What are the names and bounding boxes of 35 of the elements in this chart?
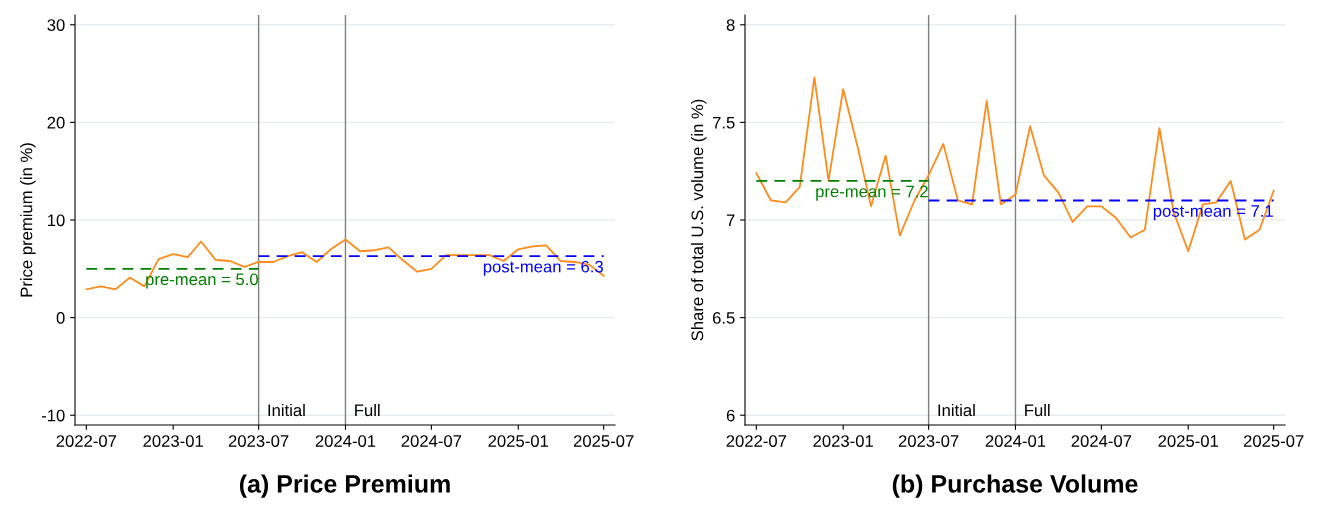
y-tick-label: 20 <box>47 116 65 129</box>
x-tick-label: 2023-07 <box>898 435 959 447</box>
y-tick-label: 6 <box>726 409 735 422</box>
x-tick-label: 2024-07 <box>401 435 462 447</box>
y-tick-label: 10 <box>48 214 65 227</box>
y-axis-title: Share of total U.S. volume (in %) <box>691 99 707 341</box>
y-tick-label: 0 <box>56 312 65 324</box>
series-label: pre-mean = 5.0 <box>146 273 258 289</box>
y-tick-label: 8 <box>726 19 735 31</box>
text: (a) Price Premium <box>239 474 450 498</box>
ref-line-label: Full <box>1025 403 1050 417</box>
x-tick-label: 2023-01 <box>143 435 203 447</box>
y-tick-label: 7.5 <box>712 116 735 129</box>
y-axis-title: Price premium (in %) <box>20 143 36 297</box>
ref-line-label: Full <box>355 403 380 417</box>
x-tick-label: 2024-01 <box>315 435 376 447</box>
x-tick-label: 2025-01 <box>488 435 549 447</box>
x-tick-label: 2022-07 <box>56 435 117 447</box>
y-tick-label: 7 <box>726 214 735 227</box>
ref-line-label: Initial <box>268 403 305 417</box>
line-series <box>755 76 1275 253</box>
text: (b) Purchase Volume <box>892 474 1138 498</box>
x-tick-label: 2024-07 <box>1071 435 1132 447</box>
ref-line-label: Initial <box>938 403 975 417</box>
x-tick-label: 2025-07 <box>573 435 634 447</box>
x-tick-label: 2023-01 <box>813 435 873 447</box>
x-tick-label: 2024-01 <box>985 435 1046 447</box>
x-tick-label: 2025-07 <box>1243 435 1304 447</box>
line-series <box>85 238 605 291</box>
y-tick-label: 6.5 <box>712 312 735 324</box>
x-tick-label: 2025-01 <box>1158 435 1219 447</box>
y-tick-label: -10 <box>41 409 65 422</box>
x-tick-label: 2022-07 <box>726 435 787 447</box>
x-tick-label: 2023-07 <box>228 435 289 447</box>
y-tick-label: 30 <box>47 19 65 31</box>
